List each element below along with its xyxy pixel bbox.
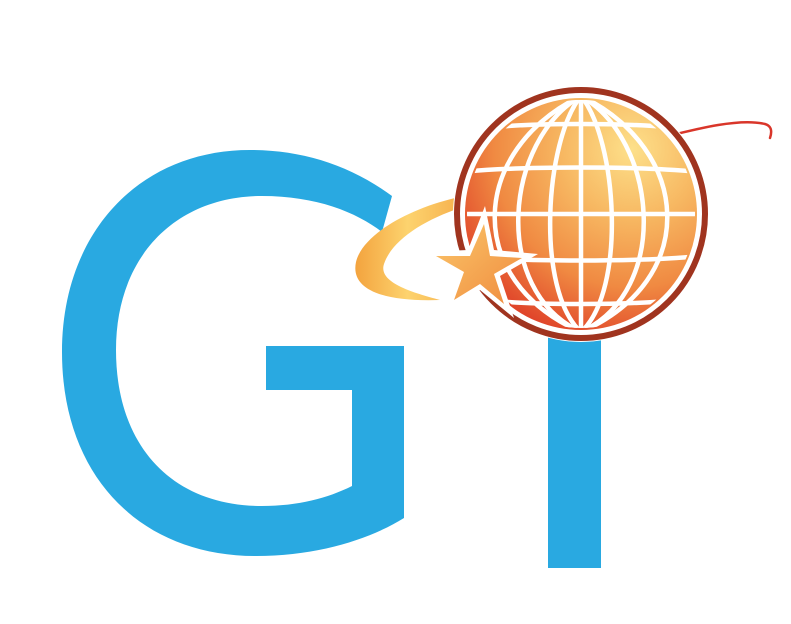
star-icon (422, 206, 538, 318)
globe-icon (453, 86, 709, 342)
letter-g (62, 150, 404, 556)
letter-i (548, 318, 601, 568)
tail-line-icon (658, 120, 773, 140)
orbit-swoosh-icon (355, 198, 460, 301)
